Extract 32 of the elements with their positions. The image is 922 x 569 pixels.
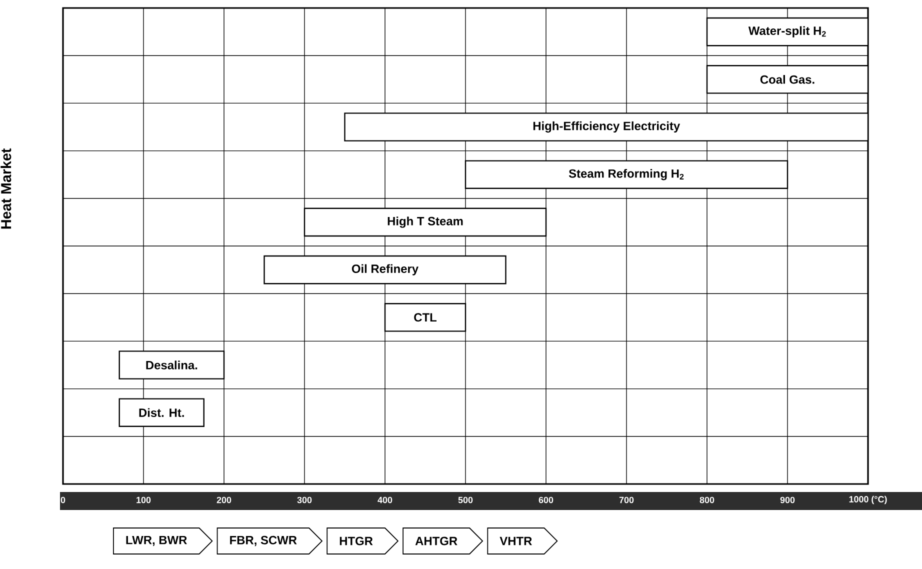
y-tick-label: High T Steam bbox=[388, 216, 463, 228]
text: VHTR bbox=[500, 536, 532, 546]
x-tick-label: 300 bbox=[297, 496, 312, 504]
y-tick-label: High-Efficiency Electricity bbox=[533, 121, 680, 133]
bar bbox=[118, 398, 204, 428]
x-tick-label: 600 bbox=[538, 496, 554, 504]
text: HTGR bbox=[340, 536, 373, 546]
bar bbox=[264, 255, 506, 284]
x-tick-label: 400 bbox=[378, 496, 392, 504]
x-tick-label: 900 bbox=[780, 496, 795, 504]
x-tick-label: 700 bbox=[619, 496, 634, 504]
x-tick-label: 1000 (°C) bbox=[849, 496, 887, 504]
text: FBR, SCWR bbox=[230, 536, 297, 546]
y-tick-label: Steam Reforming H$_{2}$ bbox=[568, 169, 684, 180]
y-axis-title: Heat Market bbox=[0, 148, 12, 229]
bar bbox=[304, 208, 547, 237]
bar bbox=[464, 160, 788, 190]
y-tick-label: CTL bbox=[414, 313, 437, 322]
y-tick-label: Dist. Ht. bbox=[139, 408, 184, 417]
x-tick-label: 500 bbox=[458, 496, 473, 504]
x-tick-label: 800 bbox=[700, 496, 714, 504]
x-tick-label: 100 bbox=[136, 496, 151, 504]
x-tick-label: 200 bbox=[216, 496, 232, 504]
y-tick-label: Oil Refinery bbox=[352, 264, 418, 276]
bar bbox=[118, 350, 225, 380]
text: AHTGR bbox=[415, 536, 458, 546]
bar bbox=[384, 303, 466, 332]
y-tick-label: Water-split H$_{2}$ bbox=[748, 26, 826, 38]
y-tick-label: Coal Gas. bbox=[760, 75, 814, 84]
x-tick-label: 0 bbox=[60, 496, 66, 504]
text: LWR, BWR bbox=[126, 536, 187, 546]
y-tick-label: Desalina. bbox=[146, 360, 198, 370]
